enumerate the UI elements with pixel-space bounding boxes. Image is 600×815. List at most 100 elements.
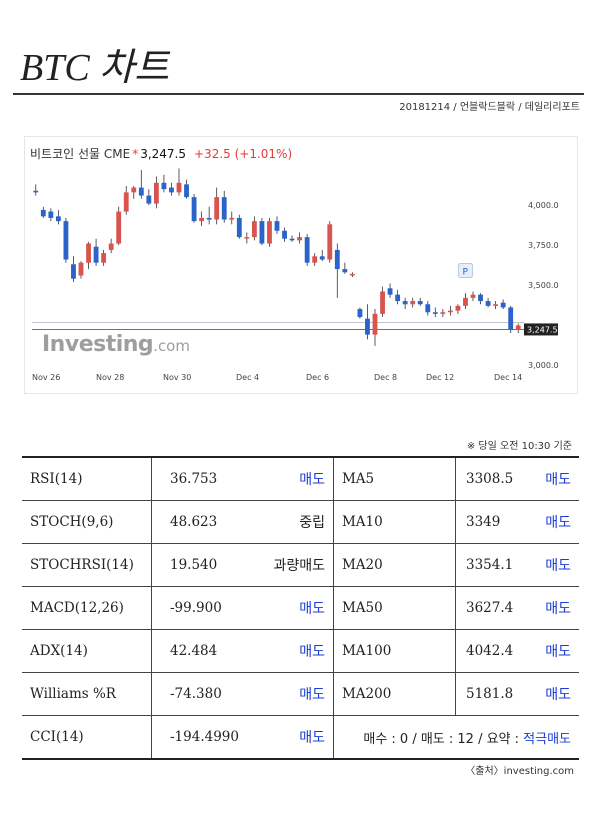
x-tick-label: Nov 28 xyxy=(96,373,124,382)
candle-body xyxy=(123,192,129,212)
indicator-name: STOCH(9,6) xyxy=(22,500,152,544)
indicator-value: 42.484 xyxy=(151,629,247,673)
price-change: +32.5 (+1.01%) xyxy=(194,147,293,161)
candle-body xyxy=(33,190,39,193)
candle-body xyxy=(55,216,61,222)
candle-body xyxy=(176,182,182,193)
last-price-tag-label: 3,247.5 xyxy=(527,325,558,334)
candle-body xyxy=(71,264,76,279)
candle-body xyxy=(282,230,287,239)
candle-body xyxy=(470,294,476,298)
ma-value: 3627.4 xyxy=(455,586,534,630)
candle-body xyxy=(349,273,355,276)
candle-body xyxy=(221,197,227,220)
candle-body xyxy=(93,246,99,263)
table-row: Williams %R -74.380 매도 MA200 5181.8 매도 xyxy=(22,672,579,716)
candle-body xyxy=(327,224,333,260)
indicator-value: -99.900 xyxy=(151,586,247,630)
table-row: ADX(14) 42.484 매도 MA100 4042.4 매도 xyxy=(22,629,579,673)
ma-value: 4042.4 xyxy=(455,629,534,673)
table-row: STOCH(9,6) 48.623 중립 MA10 3349 매도 xyxy=(22,500,579,544)
candle-body xyxy=(455,305,461,311)
summary-verdict: 적극매도 xyxy=(523,731,571,747)
candle-body xyxy=(161,182,167,190)
candle-body xyxy=(410,301,416,305)
candle-body xyxy=(236,217,242,238)
ma-signal: 매도 xyxy=(533,629,579,673)
indicator-name: CCI(14) xyxy=(22,715,152,760)
x-tick-label: Nov 30 xyxy=(163,373,191,382)
candle-body xyxy=(402,301,408,305)
y-tick-label: 4,000.0 xyxy=(528,201,559,210)
candle-body xyxy=(515,325,521,330)
investing-watermark: Investing.com xyxy=(42,332,190,357)
timestamp-note: ※ 당일 오전 10:30 기준 xyxy=(466,441,572,452)
candle-body xyxy=(48,211,54,218)
candle-body xyxy=(380,291,385,314)
table-row: STOCHRSI(14) 19.540 과량매도 MA20 3354.1 매도 xyxy=(22,543,579,587)
candle-body xyxy=(387,288,393,295)
x-tick-label: Dec 12 xyxy=(426,373,454,382)
ma-signal: 매도 xyxy=(533,586,579,630)
indicator-name: MACD(12,26) xyxy=(22,586,152,630)
candle-body xyxy=(244,237,250,239)
indicator-value: -194.4990 xyxy=(151,715,247,760)
candle-body xyxy=(485,301,491,306)
candle-body xyxy=(342,269,348,273)
candle-body xyxy=(251,221,257,238)
indicator-value: 19.540 xyxy=(151,543,247,587)
candle-body xyxy=(108,243,114,250)
event-marker xyxy=(457,262,473,278)
ma-value: 3354.1 xyxy=(455,543,534,587)
indicator-name: Williams %R xyxy=(22,672,152,716)
indicator-name: ADX(14) xyxy=(22,629,152,673)
candle-body xyxy=(63,221,69,260)
indicator-signal: 매도 xyxy=(246,672,334,716)
candle-body xyxy=(259,221,265,244)
summary-counts: 매수 : 0 / 매도 : 12 / 요약 : xyxy=(363,731,524,747)
watermark-brand: Investing xyxy=(42,332,154,357)
candle-body xyxy=(214,197,220,220)
candle-body xyxy=(319,256,325,260)
indicator-name: RSI(14) xyxy=(22,456,152,501)
candle-body xyxy=(440,312,446,314)
indicator-signal: 매도 xyxy=(246,629,334,673)
ma-signal: 매도 xyxy=(533,500,579,544)
candle-body xyxy=(372,313,378,335)
x-tick-label: Dec 4 xyxy=(236,373,259,382)
title-divider xyxy=(13,93,584,95)
candle-body xyxy=(131,187,137,193)
candle-body xyxy=(297,237,303,241)
indicator-signal: 매도 xyxy=(246,715,334,760)
candle-body xyxy=(78,262,84,276)
x-tick-label: Dec 8 xyxy=(374,373,397,382)
table-row: MACD(12,26) -99.900 매도 MA50 3627.4 매도 xyxy=(22,586,579,630)
table-row: CCI(14) -194.4990 매도 매수 : 0 / 매도 : 12 / 요약 … xyxy=(22,715,579,760)
x-tick-label: Dec 14 xyxy=(494,373,522,382)
indicator-value: 48.623 xyxy=(151,500,247,544)
ma-name: MA20 xyxy=(333,543,456,587)
candle-body xyxy=(267,221,272,244)
candle-body xyxy=(146,195,152,204)
indicator-signal: 중립 xyxy=(246,500,334,544)
candle-body xyxy=(508,307,514,330)
candle-body xyxy=(395,294,401,302)
candle-body xyxy=(229,217,235,220)
candle-body xyxy=(493,304,499,306)
x-tick-label: Nov 26 xyxy=(32,373,60,382)
candle-body xyxy=(447,310,453,313)
candle-body xyxy=(191,197,197,222)
candlestick-chart: 4,000.0 3,750.0 3,500.0 3,000.0 P 3,247.5 Nov … xyxy=(32,168,559,382)
last-price: 3,247.5 xyxy=(140,147,186,161)
indicator-name: STOCHRSI(14) xyxy=(22,543,152,587)
y-tick-label: 3,000.0 xyxy=(528,361,559,370)
candle-body xyxy=(86,243,91,263)
report-meta: 20181214 / 언블락드블락 / 데일리리포트 xyxy=(399,102,580,113)
candle-body xyxy=(274,221,280,231)
ma-name: MA10 xyxy=(333,500,456,544)
candle-body xyxy=(169,187,174,193)
candle-body xyxy=(40,209,46,217)
signal-summary: 매수 : 0 / 매도 : 12 / 요약 : 적극매도 xyxy=(333,715,579,760)
candle-body xyxy=(289,238,295,241)
x-tick-label: Dec 6 xyxy=(306,373,329,382)
